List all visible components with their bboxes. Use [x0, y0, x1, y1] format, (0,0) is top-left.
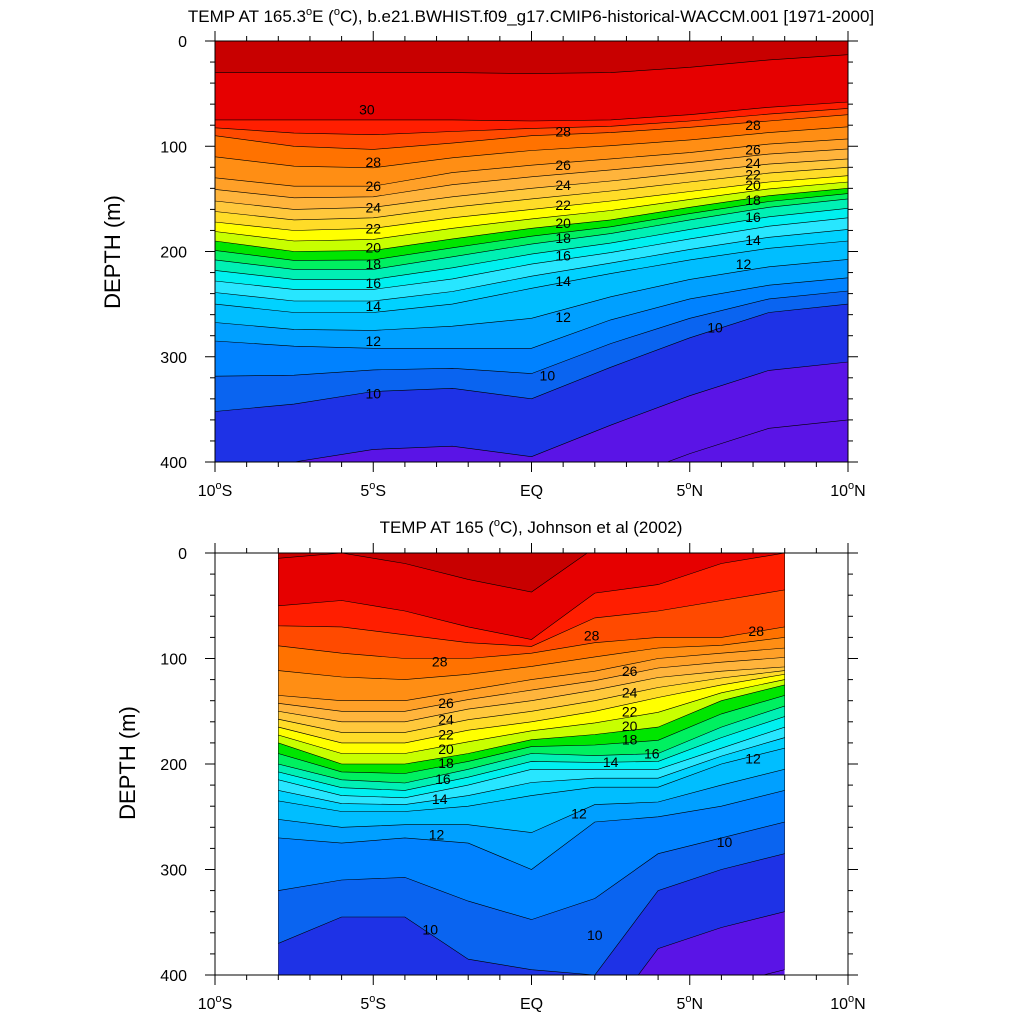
contour-label: 12	[745, 751, 761, 767]
contour-label: 24	[365, 199, 381, 215]
y-tick-label: 100	[160, 652, 187, 669]
contour-label: 24	[438, 712, 454, 728]
contour-label: 20	[622, 718, 638, 734]
contour-label: 18	[555, 230, 571, 246]
contour-band-30	[278, 553, 785, 640]
contour-label: 26	[438, 695, 454, 711]
contour-label: 28	[365, 154, 381, 170]
x-tick-label: 10oN	[830, 480, 865, 500]
contour-label: 14	[432, 791, 448, 807]
y-tick-label: 0	[178, 546, 187, 563]
contour-label: 10	[587, 927, 603, 943]
contour-label: 14	[555, 273, 571, 289]
contour-label: 26	[365, 178, 381, 194]
contour-label: 14	[365, 298, 381, 314]
x-tick-label: 5oS	[360, 480, 386, 500]
contour-label: 18	[622, 732, 638, 748]
y-tick-label: 400	[160, 455, 187, 472]
contour-label: 10	[707, 319, 723, 335]
contour-label: 10	[717, 834, 733, 850]
contour-label: 28	[432, 654, 448, 670]
y-tick-label: 100	[160, 139, 187, 156]
y-tick-label: 300	[160, 350, 187, 367]
contour-label: 26	[745, 141, 761, 157]
contour-label: 24	[622, 684, 638, 700]
contour-label: 12	[365, 333, 381, 349]
contour-label: 10	[422, 922, 438, 938]
contour-label: 12	[736, 256, 752, 272]
contour-label: 22	[622, 703, 638, 719]
contour-label: 16	[555, 248, 571, 264]
panel-title: TEMP AT 165 (oC), Johnson et al (2002)	[380, 517, 683, 537]
contour-band-31	[215, 41, 848, 74]
y-tick-label: 400	[160, 968, 187, 985]
contour-label: 20	[745, 177, 761, 193]
y-tick-label: 0	[178, 34, 187, 51]
contour-label: 22	[438, 726, 454, 742]
x-tick-label: 10oS	[198, 480, 233, 500]
contour-label: 12	[429, 827, 445, 843]
contour-label: 18	[365, 256, 381, 272]
contour-label: 20	[555, 215, 571, 231]
x-tick-label: 5oS	[360, 993, 386, 1013]
panel-observations: TEMP AT 165 (oC), Johnson et al (2002) D…	[115, 517, 866, 1013]
contour-label: 22	[365, 220, 381, 236]
contour-label: 24	[745, 155, 761, 171]
y-tick-label: 200	[160, 757, 187, 774]
contour-label: 30	[359, 101, 375, 117]
contour-band-31	[278, 553, 588, 593]
contour-label: 16	[365, 275, 381, 291]
contour-label: 28	[584, 627, 600, 643]
x-tick-label: 5oN	[676, 993, 703, 1013]
contour-label: 16	[644, 745, 660, 761]
contour-label: 10	[365, 386, 381, 402]
contour-label: 22	[555, 197, 571, 213]
contour-label: 22	[745, 167, 761, 183]
contour-label: 28	[748, 623, 764, 639]
contour-label: 24	[555, 177, 571, 193]
contour-label: 14	[603, 754, 619, 770]
contour-label: 16	[745, 209, 761, 225]
contour-fills	[278, 553, 785, 975]
contour-label: 26	[622, 663, 638, 679]
contour-label: 10	[540, 368, 556, 384]
contour-label: 12	[571, 806, 587, 822]
panel-model: TEMP AT 165.3oE (oC), b.e21.BWHIST.f09_g…	[100, 6, 874, 500]
y-tick-label: 200	[160, 245, 187, 262]
panel-title: TEMP AT 165.3oE (oC), b.e21.BWHIST.f09_g…	[188, 6, 874, 26]
contour-label: 12	[555, 309, 571, 325]
x-tick-label: EQ	[520, 483, 543, 500]
y-axis-label: DEPTH (m)	[115, 706, 140, 820]
contour-label: 26	[555, 157, 571, 173]
x-tick-label: 5oN	[676, 480, 703, 500]
contour-label: 16	[435, 771, 451, 787]
contour-label: 14	[745, 232, 761, 248]
contour-fills	[215, 41, 848, 462]
contour-label: 28	[745, 117, 761, 133]
x-tick-label: 10oN	[830, 993, 865, 1013]
contour-label: 28	[555, 124, 571, 140]
y-axis-label: DEPTH (m)	[100, 195, 125, 309]
contour-label: 18	[745, 192, 761, 208]
contour-label: 20	[365, 239, 381, 255]
x-tick-label: 10oS	[198, 993, 233, 1013]
y-tick-label: 300	[160, 863, 187, 880]
x-tick-label: EQ	[520, 996, 543, 1013]
contour-label: 18	[438, 755, 454, 771]
contour-label: 20	[438, 741, 454, 757]
